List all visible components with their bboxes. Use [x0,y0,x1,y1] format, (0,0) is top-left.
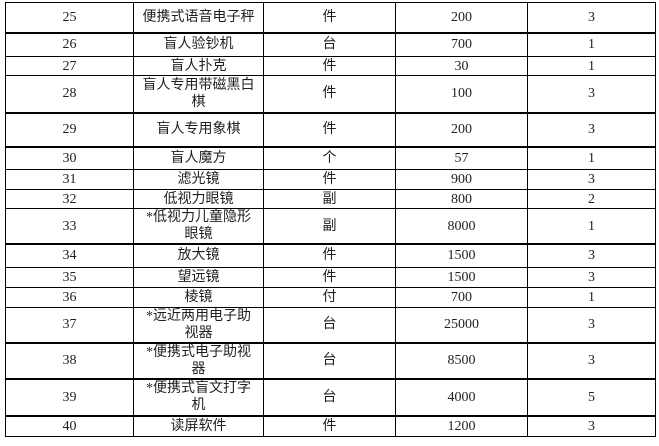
quantity-cell: 2 [527,189,656,209]
item-name-cell: 望远镜 [133,266,264,288]
row-index-cell: 35 [5,266,134,288]
item-name-cell: 棱镜 [133,286,264,308]
table-row: 31 滤光镜件 900 3 [5,169,656,190]
quantity-cell: 1 [527,146,656,170]
unit-cell: 件 [263,2,396,34]
price-cell: 1500 [395,243,528,268]
row-index-cell: 39 [5,378,134,417]
quantity-cell: 1 [527,56,656,76]
unit-cell: 台 [263,378,396,417]
unit-cell: 件 [263,75,396,114]
item-name-cell: 低视力眼镜 [133,189,264,209]
unit-cell: 件 [263,112,396,148]
item-name-cell: *远近两用电子助 视器 [133,306,264,344]
quantity-cell: 3 [527,2,656,34]
unit-cell: 副 [263,189,396,209]
price-cell: 4000 [395,378,528,417]
item-name-cell: 盲人专用带磁黑白 棋 [133,75,264,114]
quantity-cell: 3 [527,266,656,288]
table-row: 30 盲人魔方个 57 1 [5,146,656,170]
price-cell: 25000 [395,306,528,344]
item-name-cell: 盲人专用象棋 [133,112,264,148]
quantity-cell: 3 [527,243,656,268]
price-cell: 30 [395,56,528,76]
unit-cell: 台 [263,32,396,57]
table-row: 38 *便携式电子助视 器台 8500 3 [5,342,656,380]
item-name-cell: 盲人扑克 [133,56,264,76]
price-cell: 700 [395,32,528,57]
table-row: 34 放大镜件 1500 3 [5,243,656,268]
table-row: 27 盲人扑克件 30 1 [5,56,656,76]
row-index-cell: 28 [5,75,134,114]
item-name-cell: *低视力儿童隐形 眼镜 [133,208,264,245]
row-index-cell: 40 [5,415,134,437]
unit-cell: 件 [263,243,396,268]
row-index-cell: 33 [5,208,134,245]
unit-cell: 台 [263,306,396,344]
table-row: 29 盲人专用象棋件 200 3 [5,112,656,148]
unit-cell: 付 [263,286,396,308]
row-index-cell: 31 [5,169,134,190]
row-index-cell: 25 [5,2,134,34]
table-body: 25 便携式语音电子秤件 200 3 26 盲人验钞机台 700 1 27 盲人扑克件 30 1 28 盲… [5,2,656,437]
unit-cell: 件 [263,266,396,288]
item-name-cell: 读屏软件 [133,415,264,437]
item-name-cell: 便携式语音电子秤 [133,2,264,34]
unit-cell: 件 [263,56,396,76]
price-cell: 8500 [395,342,528,380]
row-index-cell: 38 [5,342,134,380]
quantity-cell: 1 [527,208,656,245]
unit-cell: 副 [263,208,396,245]
row-index-cell: 30 [5,146,134,170]
unit-cell: 件 [263,169,396,190]
row-index-cell: 36 [5,286,134,308]
table-row: 37 *远近两用电子助 视器台 25000 3 [5,306,656,344]
price-cell: 700 [395,286,528,308]
item-name-cell: *便携式电子助视 器 [133,342,264,380]
price-cell: 1500 [395,266,528,288]
row-index-cell: 27 [5,56,134,76]
price-cell: 57 [395,146,528,170]
quantity-cell: 3 [527,342,656,380]
row-index-cell: 26 [5,32,134,57]
price-cell: 1200 [395,415,528,437]
item-name-cell: 盲人验钞机 [133,32,264,57]
items-table: 25 便携式语音电子秤件 200 3 26 盲人验钞机台 700 1 27 盲人扑克件 30 1 28 盲… [5,2,656,437]
quantity-cell: 3 [527,75,656,114]
table-row: 39 *便携式盲文打字 机台 4000 5 [5,378,656,417]
price-cell: 900 [395,169,528,190]
unit-cell: 台 [263,342,396,380]
price-cell: 200 [395,112,528,148]
table-row: 28 盲人专用带磁黑白 棋件 100 3 [5,75,656,114]
row-index-cell: 32 [5,189,134,209]
row-index-cell: 29 [5,112,134,148]
unit-cell: 件 [263,415,396,437]
quantity-cell: 3 [527,306,656,344]
price-cell: 200 [395,2,528,34]
quantity-cell: 1 [527,286,656,308]
unit-cell: 个 [263,146,396,170]
table-row: 26 盲人验钞机台 700 1 [5,32,656,57]
quantity-cell: 3 [527,415,656,437]
quantity-cell: 3 [527,112,656,148]
price-cell: 100 [395,75,528,114]
quantity-cell: 5 [527,378,656,417]
table-row: 40 读屏软件件 1200 3 [5,415,656,437]
item-name-cell: 盲人魔方 [133,146,264,170]
row-index-cell: 37 [5,306,134,344]
item-name-cell: *便携式盲文打字 机 [133,378,264,417]
table-row: 33 *低视力儿童隐形 眼镜副 8000 1 [5,208,656,245]
row-index-cell: 34 [5,243,134,268]
quantity-cell: 3 [527,169,656,190]
table-row: 25 便携式语音电子秤件 200 3 [5,2,656,34]
price-cell: 800 [395,189,528,209]
item-name-cell: 滤光镜 [133,169,264,190]
table-row: 32 低视力眼镜副 800 2 [5,189,656,209]
price-cell: 8000 [395,208,528,245]
table-row: 36 棱镜付 700 1 [5,286,656,308]
quantity-cell: 1 [527,32,656,57]
table-row: 35 望远镜件 1500 3 [5,266,656,288]
item-name-cell: 放大镜 [133,243,264,268]
